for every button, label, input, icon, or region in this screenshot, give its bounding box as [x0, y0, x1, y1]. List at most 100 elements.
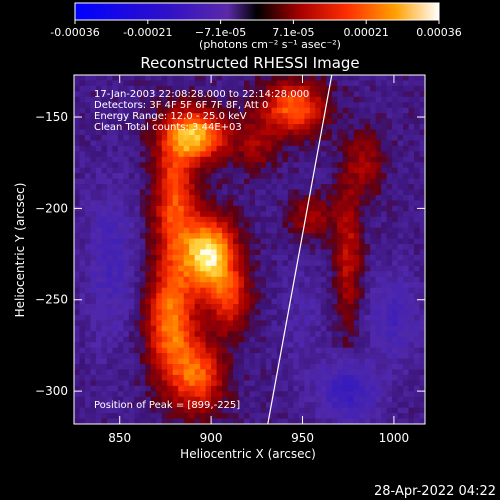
heatmap-cell — [161, 189, 168, 196]
heatmap-cell — [342, 418, 349, 424]
heatmap-cell — [74, 364, 81, 371]
heatmap-cell — [134, 118, 141, 125]
heatmap-cell — [353, 374, 360, 381]
heatmap-cell — [227, 358, 234, 365]
heatmap-cell — [156, 200, 163, 207]
heatmap-cell — [150, 85, 157, 92]
heatmap-cell — [84, 102, 92, 109]
heatmap-cell — [392, 260, 399, 267]
heatmap-cell — [304, 396, 311, 403]
heatmap-cell — [139, 364, 146, 371]
heatmap-cell — [287, 200, 294, 207]
heatmap-cell — [276, 265, 283, 272]
heatmap-cell — [222, 265, 229, 272]
heatmap-cell — [397, 178, 404, 185]
heatmap-cell — [183, 211, 190, 218]
heatmap-cell — [211, 216, 218, 223]
heatmap-cell — [128, 331, 135, 338]
heatmap-cell — [359, 314, 366, 321]
heatmap-cell — [178, 353, 185, 360]
heatmap-cell — [145, 162, 152, 169]
heatmap-cell — [183, 385, 190, 392]
heatmap-cell — [233, 189, 240, 196]
heatmap-cell — [326, 249, 333, 256]
heatmap-cell — [150, 173, 157, 180]
heatmap-cell — [337, 205, 344, 212]
heatmap-cell — [101, 385, 108, 392]
heatmap-cell — [134, 249, 141, 256]
heatmap-cell — [348, 227, 355, 234]
heatmap-cell — [101, 96, 108, 103]
heatmap-cell — [189, 238, 196, 245]
heatmap-cell — [287, 129, 294, 136]
heatmap-cell — [249, 314, 256, 321]
heatmap-cell — [370, 107, 377, 114]
heatmap-cell — [90, 151, 97, 158]
heatmap-cell — [189, 282, 196, 289]
heatmap-cell — [326, 244, 333, 251]
heatmap-cell — [287, 184, 294, 191]
heatmap-cell — [211, 156, 218, 163]
heatmap-cell — [381, 211, 388, 218]
heatmap-cell — [74, 331, 81, 338]
heatmap-cell — [183, 369, 190, 376]
heatmap-cell — [271, 320, 278, 327]
heatmap-cell — [244, 254, 251, 261]
heatmap-cell — [353, 124, 360, 131]
heatmap-cell — [276, 413, 283, 420]
heatmap-cell — [403, 364, 410, 371]
heatmap-cell — [145, 222, 152, 229]
heatmap-cell — [233, 369, 240, 376]
heatmap-cell — [282, 287, 289, 294]
heatmap-cell — [397, 336, 404, 343]
heatmap-cell — [227, 396, 234, 403]
heatmap-cell — [178, 298, 185, 305]
heatmap-cell — [265, 124, 273, 131]
heatmap-cell — [233, 396, 240, 403]
heatmap-cell — [194, 80, 201, 87]
heatmap-cell — [172, 124, 179, 131]
heatmap-cell — [304, 85, 311, 92]
heatmap-cell — [95, 347, 103, 354]
heatmap-cell — [123, 156, 130, 163]
heatmap-cell — [172, 107, 179, 114]
heatmap-cell — [342, 118, 349, 125]
heatmap-cell — [233, 244, 240, 251]
heatmap-cell — [238, 91, 245, 98]
heatmap-cell — [320, 80, 327, 87]
heatmap-cell — [79, 211, 86, 218]
heatmap-cell — [161, 140, 168, 147]
heatmap-cell — [112, 134, 119, 142]
heatmap-cell — [227, 385, 234, 392]
heatmap-cell — [205, 254, 212, 261]
heatmap-cell — [128, 205, 135, 212]
heatmap-cell — [298, 75, 305, 82]
heatmap-cell — [106, 304, 113, 311]
heatmap-cell — [276, 113, 283, 120]
heatmap-cell — [134, 364, 141, 371]
heatmap-cell — [287, 342, 294, 349]
heatmap-cell — [353, 205, 360, 212]
heatmap-cell — [293, 238, 300, 245]
heatmap-cell — [260, 200, 267, 207]
heatmap-cell — [145, 309, 152, 316]
heatmap-cell — [205, 298, 212, 305]
heatmap-cell — [315, 124, 322, 131]
heatmap-cell — [79, 113, 86, 120]
heatmap-cell — [134, 282, 141, 289]
heatmap-cell — [353, 347, 360, 354]
heatmap-cell — [205, 173, 212, 180]
heatmap-cell — [90, 413, 97, 420]
heatmap-cell — [74, 396, 81, 403]
heatmap-cell — [298, 293, 305, 300]
heatmap-cell — [370, 276, 377, 283]
heatmap-cell — [249, 342, 256, 349]
heatmap-cell — [315, 336, 322, 343]
heatmap-cell — [419, 211, 425, 218]
heatmap-cell — [189, 331, 196, 338]
heatmap-cell — [353, 407, 360, 414]
heatmap-cell — [134, 418, 141, 424]
heatmap-cell — [205, 145, 212, 152]
heatmap-cell — [386, 75, 393, 82]
heatmap-cell — [419, 325, 425, 332]
